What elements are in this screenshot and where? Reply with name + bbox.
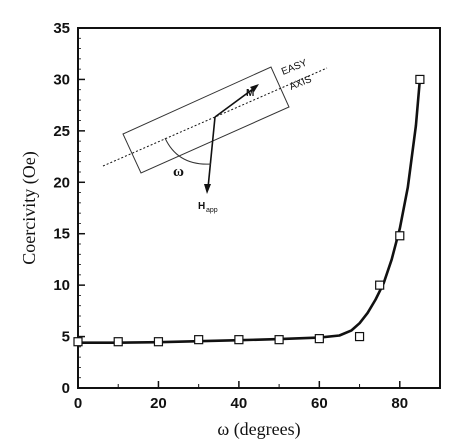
fit-curve	[76, 78, 422, 345]
x-tick-label: 20	[150, 395, 167, 412]
inset-omega-label: ω	[173, 164, 184, 180]
y-tick-label: 15	[53, 226, 70, 243]
inset-h-arrowhead	[204, 184, 211, 194]
inset-h-arrow	[207, 116, 216, 189]
inset-easy-axis-line	[102, 67, 328, 167]
inset-h-subscript: app	[206, 207, 218, 214]
inset-angle-arc	[164, 137, 212, 165]
inset-axis-label: AXIS	[288, 74, 314, 93]
x-axis-title: ω (degrees)	[217, 419, 300, 440]
ticks	[77, 27, 401, 389]
data-point	[234, 335, 244, 345]
data-point	[113, 337, 123, 347]
inset-sample-rectangle	[122, 66, 290, 174]
y-axis-title: Coercivity (Oe)	[19, 151, 40, 264]
data-point	[153, 337, 164, 347]
data-point	[415, 74, 425, 85]
inset-h-label: H	[198, 201, 205, 212]
y-tick-label: 5	[62, 329, 70, 346]
inset-m-label: M	[246, 88, 254, 99]
data-point	[314, 334, 324, 344]
data-point	[274, 335, 284, 345]
series-layer	[73, 74, 425, 347]
plot-frame	[77, 27, 441, 389]
y-tick-label: 20	[53, 174, 70, 191]
inset-m-arrow	[214, 85, 258, 118]
x-tick-label: 0	[74, 395, 82, 412]
inset-m-arrowhead	[250, 84, 259, 92]
x-tick-label: 80	[391, 395, 408, 412]
data-point	[375, 280, 385, 290]
x-tick-label: 60	[311, 395, 328, 412]
data-point	[395, 231, 405, 241]
data-point	[73, 337, 83, 347]
data-point	[354, 331, 365, 342]
inset-easy-label: EASY	[280, 57, 309, 77]
y-tick-label: 35	[53, 20, 70, 37]
data-point	[194, 335, 204, 345]
y-tick-label: 25	[53, 123, 70, 140]
y-tick-label: 10	[53, 277, 70, 294]
tick-labels: 0 20 40 60 80 0 5 10 15 20 25 30 35	[53, 20, 408, 412]
inset-schematic: EASY AXIS M ω H app	[102, 57, 328, 214]
y-tick-label: 30	[53, 71, 70, 88]
x-tick-label: 40	[231, 395, 248, 412]
y-tick-label: 0	[62, 380, 70, 397]
